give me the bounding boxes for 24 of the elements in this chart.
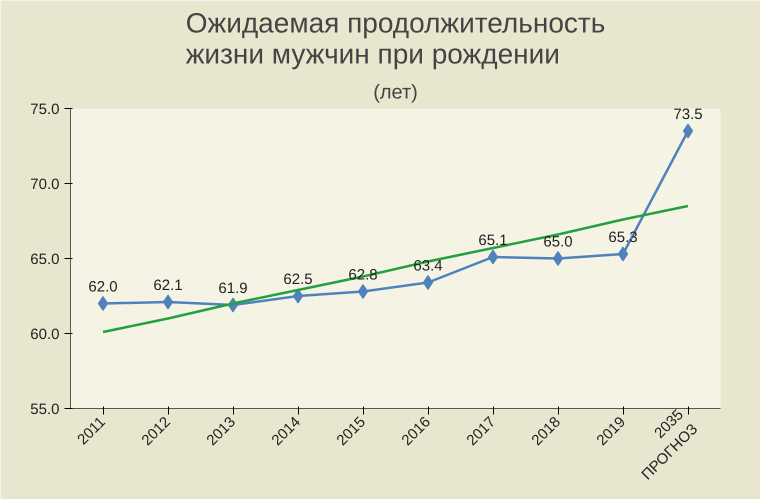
data-label: 62.5: [283, 271, 313, 288]
data-label: 62.1: [153, 277, 183, 294]
chart-subtitle: (лет): [373, 82, 418, 104]
data-label: 63.4: [413, 258, 443, 274]
data-label: 62.0: [88, 278, 118, 296]
data-label: 61.9: [218, 280, 248, 297]
y-tick-label: 60.0: [30, 326, 60, 343]
y-tick-label: 65.0: [30, 251, 60, 268]
data-label: 65.0: [543, 234, 573, 250]
point: [618, 246, 628, 262]
chart-title: Ожидаемая продолжительность жизни мужчин при рождении: [186, 8, 606, 70]
y-tick-label: 75.0: [30, 101, 60, 118]
point: [488, 250, 498, 264]
data-label: 65.1: [478, 232, 508, 249]
point: [292, 288, 304, 304]
point: [98, 296, 108, 311]
point: [162, 294, 174, 310]
point: [682, 124, 694, 138]
y-tick-label: 55.0: [30, 401, 60, 418]
point: [552, 251, 564, 266]
point: [358, 284, 368, 299]
data-label: 73.5: [673, 106, 703, 123]
y-tick-label: 70.0: [30, 176, 60, 193]
point: [422, 275, 434, 290]
